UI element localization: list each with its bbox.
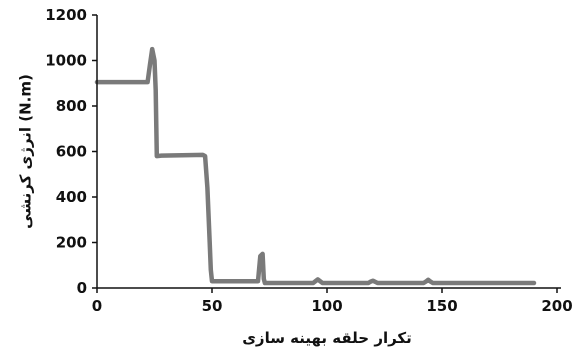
x-axis-title: تکرار حلقه بهینه سازی — [242, 329, 412, 347]
y-tick-label: 600 — [56, 143, 87, 161]
series-line-0 — [94, 46, 537, 286]
y-axis-ticks: 0 200 400 600 800 1000 1200 — [45, 6, 97, 297]
x-tick-label: 0 — [92, 297, 102, 315]
y-tick-label: 400 — [56, 188, 87, 206]
y-tick-label: 800 — [56, 97, 87, 115]
y-tick-label: 1200 — [45, 6, 87, 24]
series-layer — [94, 46, 537, 286]
x-tick-label: 150 — [426, 297, 457, 315]
x-tick-label: 100 — [311, 297, 342, 315]
y-tick-label: 1000 — [45, 52, 87, 70]
x-tick-label: 200 — [541, 297, 572, 315]
y-tick-label: 200 — [56, 234, 87, 252]
x-tick-label: 50 — [202, 297, 223, 315]
x-axis-ticks: 0 50 100 150 200 — [92, 288, 573, 315]
y-tick-label: 0 — [77, 279, 87, 297]
y-axis-title: انرژی کرنشی (N.m) — [17, 74, 35, 229]
